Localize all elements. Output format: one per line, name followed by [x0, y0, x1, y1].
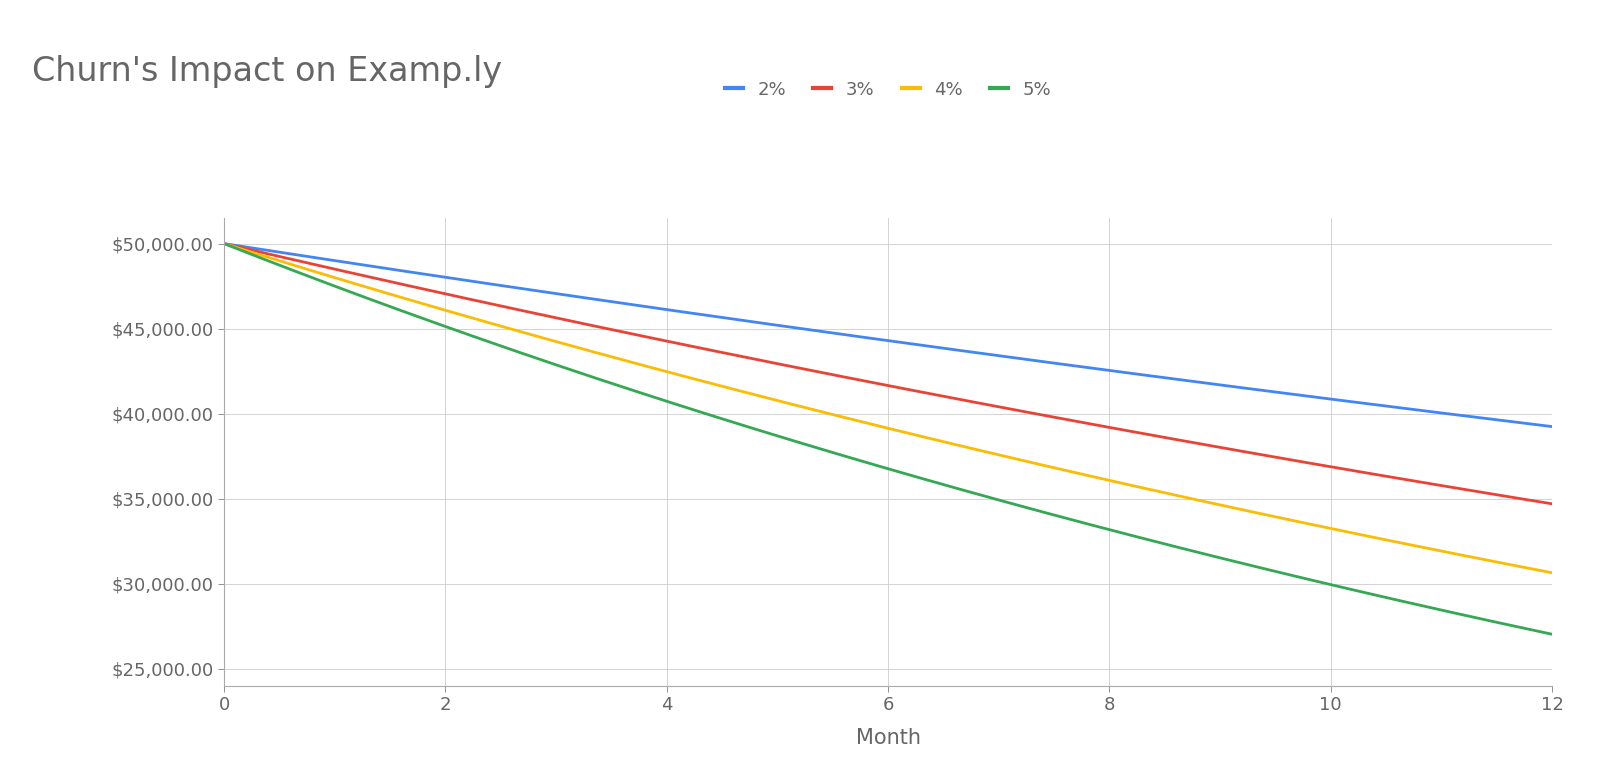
4%	[214, 239, 234, 249]
5%	[214, 239, 234, 249]
X-axis label: Month: Month	[856, 728, 920, 748]
5%	[219, 241, 238, 250]
3%	[219, 240, 238, 249]
4%	[1000, 453, 1019, 462]
3%	[1418, 478, 1437, 488]
Line: 4%: 4%	[224, 244, 1552, 573]
3%	[1542, 499, 1562, 509]
Text: Churn's Impact on Examp.ly: Churn's Impact on Examp.ly	[32, 55, 502, 87]
2%	[1000, 353, 1019, 362]
4%	[219, 241, 238, 250]
3%	[1027, 409, 1046, 418]
2%	[219, 240, 238, 249]
4%	[1005, 454, 1024, 464]
2%	[1542, 422, 1562, 432]
Line: 3%: 3%	[224, 244, 1552, 504]
3%	[214, 239, 234, 249]
5%	[1000, 499, 1019, 508]
5%	[1418, 602, 1437, 612]
2%	[1334, 396, 1354, 405]
5%	[1334, 583, 1354, 592]
4%	[1027, 459, 1046, 468]
2%	[1418, 407, 1437, 416]
2%	[1027, 356, 1046, 365]
3%	[1334, 464, 1354, 474]
2%	[214, 239, 234, 249]
3%	[1005, 405, 1024, 414]
Legend: 2%, 3%, 4%, 5%: 2%, 3%, 4%, 5%	[718, 74, 1058, 106]
5%	[1542, 629, 1562, 639]
3%	[1000, 404, 1019, 414]
4%	[1334, 527, 1354, 536]
Line: 5%: 5%	[224, 244, 1552, 634]
4%	[1418, 544, 1437, 553]
5%	[1027, 506, 1046, 515]
4%	[1542, 568, 1562, 577]
5%	[1005, 499, 1024, 509]
Line: 2%: 2%	[224, 244, 1552, 427]
2%	[1005, 353, 1024, 362]
